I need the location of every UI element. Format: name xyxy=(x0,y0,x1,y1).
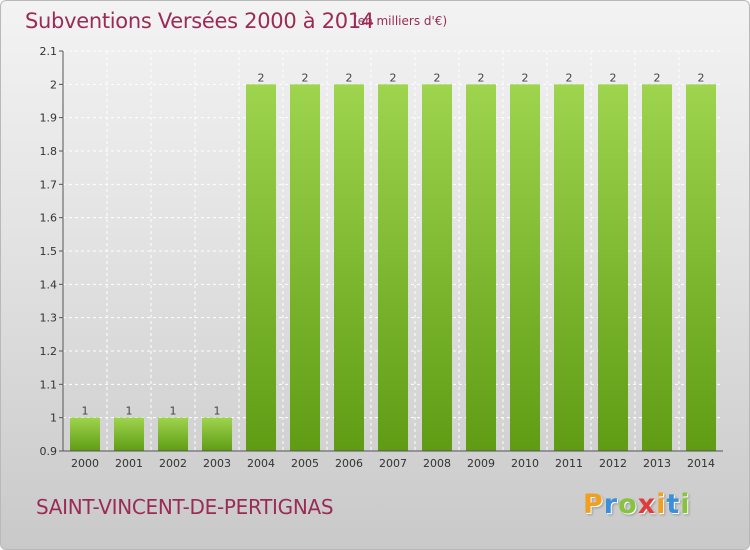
data-label-2006: 2 xyxy=(346,71,353,84)
y-tick-label: 1.6 xyxy=(40,212,58,225)
x-tick-label-2002: 2002 xyxy=(159,457,187,470)
bar-2010 xyxy=(510,84,540,451)
bar-2003 xyxy=(202,417,232,451)
x-tick-label-2012: 2012 xyxy=(599,457,627,470)
bar-2013 xyxy=(642,84,672,451)
x-tick-label-2001: 2001 xyxy=(115,457,143,470)
y-tick-label: 1.9 xyxy=(40,112,58,125)
commune-name: SAINT-VINCENT-DE-PERTIGNAS xyxy=(36,495,334,519)
data-label-2012: 2 xyxy=(610,71,617,84)
data-label-2002: 1 xyxy=(170,405,177,418)
data-label-2008: 2 xyxy=(434,71,441,84)
bar-2001 xyxy=(114,417,144,451)
bar-2007 xyxy=(378,84,408,451)
x-tick-label-2010: 2010 xyxy=(511,457,539,470)
data-label-2003: 1 xyxy=(214,405,221,418)
x-tick-label-2006: 2006 xyxy=(335,457,363,470)
x-tick-label-2003: 2003 xyxy=(203,457,231,470)
logo-letter: i xyxy=(680,489,691,520)
data-label-2001: 1 xyxy=(126,405,133,418)
y-tick-label: 1.4 xyxy=(40,278,58,291)
y-tick-label: 1.5 xyxy=(40,245,58,258)
y-tick-label: 2 xyxy=(50,78,57,91)
bar-2002 xyxy=(158,417,188,451)
bar-2006 xyxy=(334,84,364,451)
data-label-2013: 2 xyxy=(654,71,661,84)
x-tick-label-2014: 2014 xyxy=(687,457,715,470)
bar-2011 xyxy=(554,84,584,451)
chart-unit: (en milliers d'€) xyxy=(353,14,448,28)
y-tick-label: 1 xyxy=(50,412,57,425)
x-tick-label-2011: 2011 xyxy=(555,457,583,470)
data-label-2000: 1 xyxy=(82,405,89,418)
proxiti-logo: Proxiti xyxy=(583,489,691,520)
data-label-2010: 2 xyxy=(522,71,529,84)
logo-letter: r xyxy=(603,489,619,520)
y-tick-label: 2.1 xyxy=(40,45,58,58)
bar-2000 xyxy=(70,417,100,451)
y-tick-label: 1.3 xyxy=(40,312,58,325)
data-labels: 1 1 1 1 2 2 2 2 2 2 2 2 2 2 2 xyxy=(82,71,705,417)
bar-2008 xyxy=(422,84,452,451)
bar-2005 xyxy=(290,84,320,451)
y-tick-label: 1.1 xyxy=(40,378,58,391)
axes: 0.9 1 1.1 1.2 1.3 1.4 1.5 1.6 1.7 1.8 1.9 2 2.1 2000 2… xyxy=(40,45,723,470)
logo-letter: t xyxy=(666,489,681,520)
x-tick-label-2000: 2000 xyxy=(71,457,99,470)
x-tick-label-2009: 2009 xyxy=(467,457,495,470)
data-label-2004: 2 xyxy=(258,71,265,84)
data-label-2007: 2 xyxy=(390,71,397,84)
y-tick-label: 0.9 xyxy=(40,445,58,458)
bar-2009 xyxy=(466,84,496,451)
chart-title: Subventions Versées 2000 à 2014 xyxy=(25,9,374,33)
x-tick-label-2005: 2005 xyxy=(291,457,319,470)
bar-2014 xyxy=(686,84,716,451)
y-tick-label: 1.2 xyxy=(40,345,58,358)
bar-2004 xyxy=(246,84,276,451)
bars xyxy=(70,84,716,451)
data-label-2005: 2 xyxy=(302,71,309,84)
logo-letter: i xyxy=(656,489,667,520)
logo-letter: P xyxy=(583,489,604,520)
x-tick-label-2007: 2007 xyxy=(379,457,407,470)
logo-letter: o xyxy=(618,489,638,520)
y-tick-label: 1.7 xyxy=(40,178,58,191)
logo-letter: x xyxy=(637,489,657,520)
x-tick-label-2004: 2004 xyxy=(247,457,275,470)
data-label-2009: 2 xyxy=(478,71,485,84)
y-tick-label: 1.8 xyxy=(40,145,58,158)
bar-2012 xyxy=(598,84,628,451)
data-label-2014: 2 xyxy=(698,71,705,84)
data-label-2011: 2 xyxy=(566,71,573,84)
x-tick-label-2008: 2008 xyxy=(423,457,451,470)
x-tick-label-2013: 2013 xyxy=(643,457,671,470)
